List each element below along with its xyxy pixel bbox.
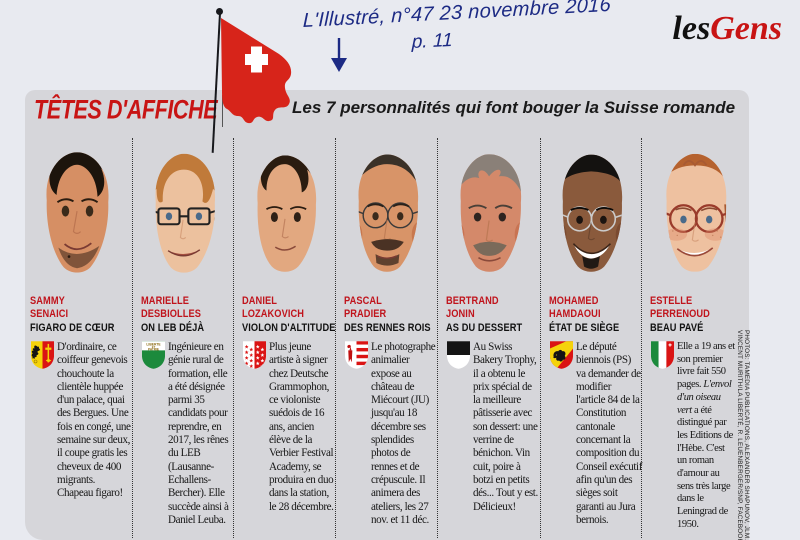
svg-text:PATRIE: PATRIE — [148, 347, 159, 351]
